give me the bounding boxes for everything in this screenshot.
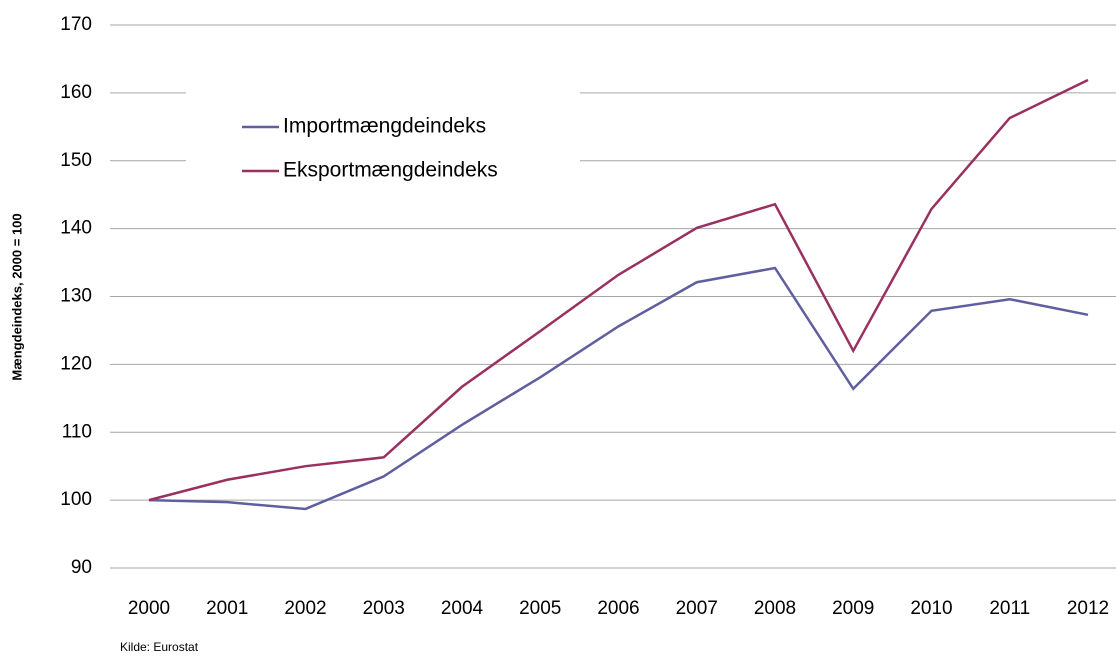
x-tick-label: 2001: [206, 598, 248, 619]
x-tick-label: 2006: [597, 598, 639, 619]
x-tick-label: 2005: [519, 598, 561, 619]
y-axis-label: Mængdeindeks, 2000 = 100: [9, 213, 24, 380]
x-tick-label: 2010: [910, 598, 952, 619]
series-line: [148, 266, 1089, 511]
y-tick-label: 170: [60, 14, 92, 35]
y-tick-label: 90: [71, 557, 92, 578]
y-tick-label: 110: [62, 421, 92, 442]
x-tick-label: 2004: [441, 598, 484, 619]
legend-label: Importmængdeindeks: [283, 115, 486, 138]
x-tick-label: 2003: [363, 598, 405, 619]
source: Kilde: Eurostat: [120, 640, 199, 654]
legend-label: Eksportmængdeindeks: [283, 159, 498, 182]
legend-box: [186, 82, 580, 194]
y-tick-label: 120: [60, 353, 92, 374]
y-tick-label: 130: [60, 286, 92, 307]
x-tick-label: 2009: [832, 598, 874, 619]
x-tick-label: 2002: [284, 598, 326, 619]
x-tick-label: 2007: [676, 598, 718, 619]
y-tick-label: 100: [60, 489, 92, 510]
y-tick-label: 140: [60, 218, 92, 239]
y-tick-label: 150: [60, 150, 92, 171]
x-tick-label: 2008: [754, 598, 796, 619]
x-tick-label: 2012: [1067, 598, 1109, 619]
x-tick-label: 2011: [989, 598, 1030, 619]
y-tick-label: 160: [60, 82, 92, 103]
x-tick-label: 2000: [128, 598, 170, 619]
series-line: [148, 78, 1089, 502]
